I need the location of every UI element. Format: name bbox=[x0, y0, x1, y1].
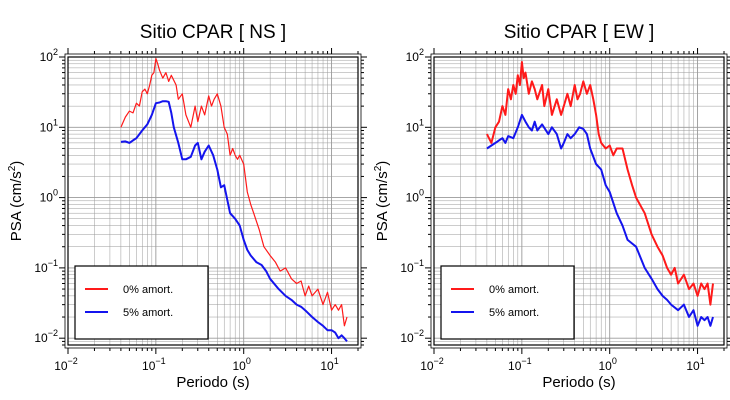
x-tick-label: 10−1 bbox=[142, 356, 166, 373]
x-tick-label: 101 bbox=[320, 356, 338, 373]
legend-label: 5% amort. bbox=[489, 307, 539, 319]
x-tick-label: 100 bbox=[599, 356, 617, 373]
y-tick-label: 10−2 bbox=[34, 328, 58, 345]
chart-panel-1: Sitio CPAR [ NS ] 10−2 10−1 100 101 10−2 10−1 1… bbox=[7, 22, 367, 391]
x-tick-label: 10−2 bbox=[420, 356, 444, 373]
legend-box bbox=[74, 265, 209, 340]
y-tick-label: 10−2 bbox=[400, 328, 424, 345]
x-axis-label: Periodo (s) bbox=[176, 374, 249, 391]
chart-title: Sitio CPAR [ EW ] bbox=[504, 22, 655, 43]
y-tick-label: 101 bbox=[406, 117, 424, 134]
x-tick-label: 101 bbox=[686, 356, 704, 373]
series-line-undamped bbox=[486, 61, 714, 306]
series-line-damped bbox=[120, 100, 348, 343]
chart-panel-2: Sitio CPAR [ EW ] 10−2 10−1 100 101 10−2 10−1 1… bbox=[373, 22, 730, 391]
y-tick-label: 101 bbox=[40, 117, 58, 134]
y-axis-label: PSA (cm/s2) bbox=[373, 161, 391, 242]
plot-frame bbox=[433, 56, 725, 346]
y-axis-label: PSA (cm/s2) bbox=[7, 161, 25, 242]
chart-title: Sitio CPAR [ NS ] bbox=[140, 22, 286, 43]
y-tick-label: 10−1 bbox=[400, 258, 424, 275]
x-tick-label: 10−2 bbox=[54, 356, 78, 373]
y-tick-label: 102 bbox=[40, 47, 58, 64]
series-line-undamped bbox=[120, 57, 348, 327]
y-tick-label: 100 bbox=[406, 188, 424, 205]
y-tick-label: 102 bbox=[406, 47, 424, 64]
x-axis-label: Periodo (s) bbox=[542, 374, 615, 391]
x-tick-label: 10−1 bbox=[508, 356, 532, 373]
legend-label: 0% amort. bbox=[489, 284, 539, 296]
legend: 0% amort. 5% amort. bbox=[440, 265, 575, 340]
series-line-damped bbox=[486, 113, 714, 327]
legend-label: 0% amort. bbox=[123, 284, 173, 296]
y-tick-label: 10−1 bbox=[34, 258, 58, 275]
x-tick-label: 100 bbox=[233, 356, 251, 373]
legend: 0% amort. 5% amort. bbox=[74, 265, 209, 340]
plot-frame bbox=[67, 56, 359, 346]
legend-box bbox=[440, 265, 575, 340]
y-tick-label: 100 bbox=[40, 188, 58, 205]
legend-label: 5% amort. bbox=[123, 307, 173, 319]
